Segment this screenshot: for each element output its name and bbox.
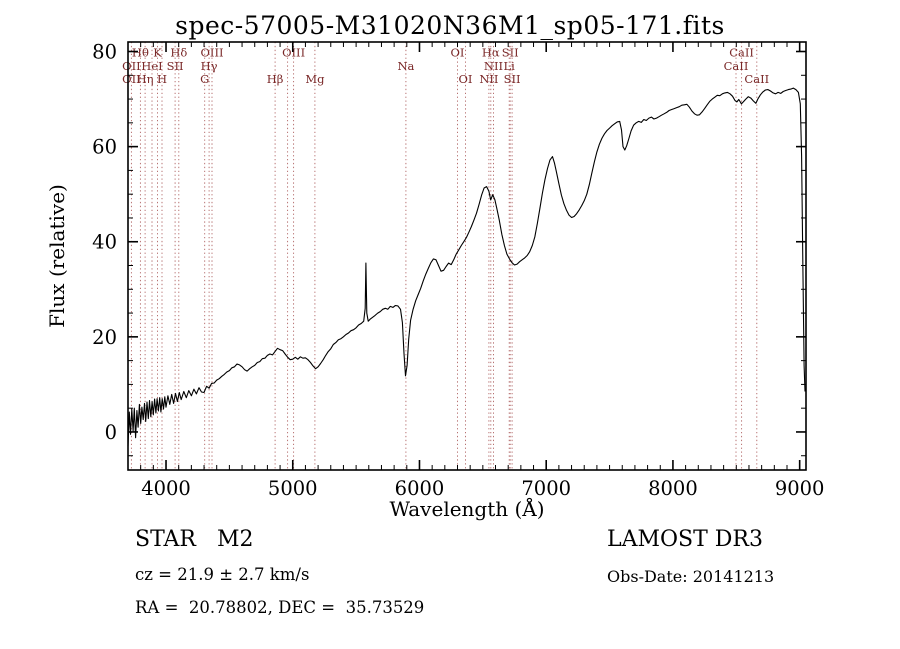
spectral-line-label: Li [504,59,516,73]
spectral-line-label: CaII [724,59,749,73]
spectral-line-label: Hδ [170,45,187,59]
spectral-line-label: NII [479,72,498,86]
chart-title: spec-57005-M31020N36M1_sp05-171.fits [175,11,725,40]
x-axis-label: Wavelength (Å) [389,497,545,521]
spectral-line-label: CaII [729,45,754,59]
spectral-line-label: SII [502,45,519,59]
y-tick-label: 20 [92,326,117,349]
x-tick-label: 6000 [395,477,445,500]
spectral-line-label: Hβ [267,72,284,86]
y-tick-label: 80 [92,41,117,64]
y-axis-label: Flux (relative) [45,184,69,328]
y-tick-label: 40 [92,231,117,254]
spectral-line-label: OI [451,45,465,59]
spectral-line-label: OII [122,72,141,86]
spectral-line-label: CaII [744,72,769,86]
object-class-label: STAR M2 [135,527,254,552]
x-tick-label: 7000 [521,477,571,500]
survey-release-label: LAMOST DR3 [607,527,763,552]
spectral-line-label: OIII [282,45,305,59]
x-tick-label: 5000 [268,477,318,500]
cz-velocity-value: cz = 21.9 ± 2.7 km/s [135,565,310,584]
spectral-line-label: Hη [137,72,154,86]
spectrum-trace [127,87,806,447]
spectral-line-label: Hγ [201,59,218,73]
x-tick-label: 9000 [775,477,825,500]
spectral-line-label: Mg [305,72,325,86]
spectral-line-label: Hθ [132,45,149,59]
spectral-line-label: HeI [141,59,162,73]
spectral-line-label: OII [122,59,141,73]
y-tick-label: 0 [105,421,117,444]
spectral-line-label: Hα [482,45,500,59]
spectral-line-label: G [200,72,209,86]
spectral-line-label: H [157,72,167,86]
obs-date-value: Obs-Date: 20141213 [607,567,775,586]
spectral-line-label: NII [484,59,503,73]
plot-frame [127,41,807,471]
spectral-line-label: OIII [200,45,223,59]
spectral-line-label: SII [504,72,521,86]
spectral-line-label: SII [167,59,184,73]
spectral-line-label: Na [397,59,414,73]
spectral-line-label: OI [459,72,473,86]
x-tick-label: 4000 [141,477,191,500]
spectral-line-label: K [153,45,162,59]
ra-dec-value: RA = 20.78802, DEC = 35.73529 [135,598,425,617]
x-tick-label: 8000 [648,477,698,500]
y-tick-label: 60 [92,136,117,159]
